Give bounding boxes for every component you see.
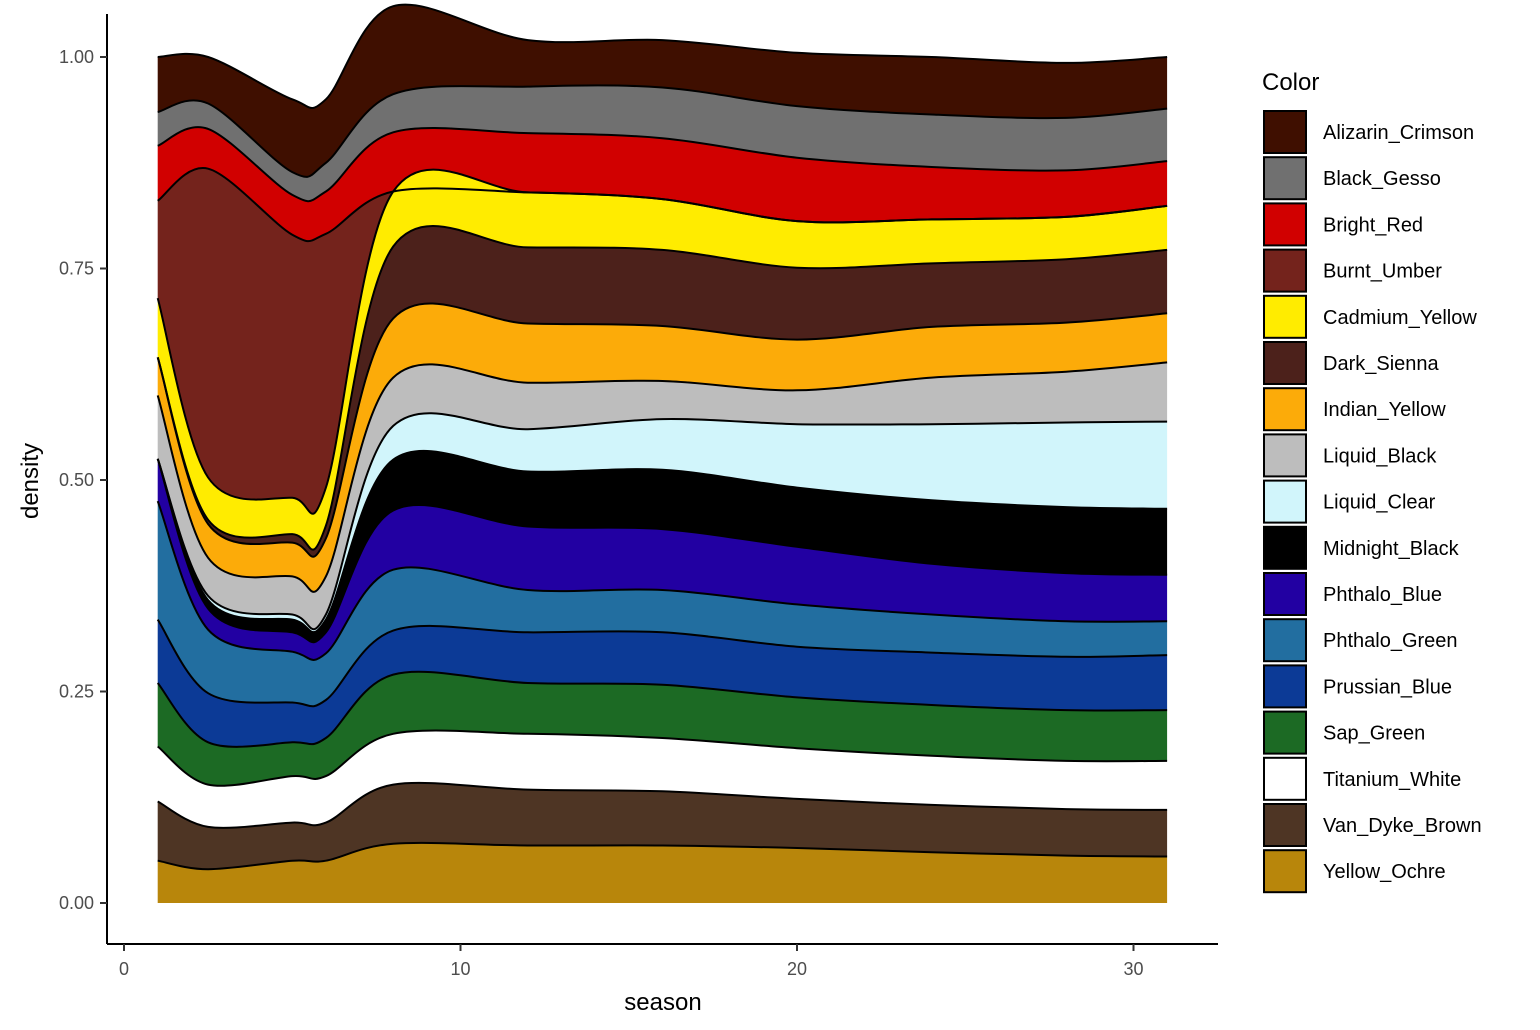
legend-swatch: [1263, 710, 1307, 755]
x-tick-label: 0: [119, 959, 129, 979]
y-axis-ticks: 0.00 0.25 0.50 0.75 1.00: [59, 47, 107, 913]
boundary-titanium-white: [157, 729, 1168, 787]
legend-title: Color: [1262, 69, 1319, 96]
y-tick-label: 0.00: [59, 893, 94, 913]
legend-label: Bright_Red: [1323, 214, 1423, 236]
legend-label: Cadmium_Yellow: [1323, 307, 1477, 329]
legend-swatch: [1263, 248, 1307, 293]
legend-label: Sap_Green: [1323, 723, 1425, 745]
y-tick-label: 0.25: [59, 682, 94, 702]
legend-swatch: [1263, 849, 1307, 894]
legend-label: Black_Gesso: [1323, 168, 1441, 190]
legend-label: Liquid_Clear: [1323, 492, 1436, 514]
legend-label: Burnt_Umber: [1323, 261, 1442, 283]
legend-items: Alizarin_Crimson Black_Gesso Bright_Red Bur…: [1263, 110, 1482, 894]
legend-label: Liquid_Black: [1323, 445, 1437, 467]
legend-label: Yellow_Ochre: [1323, 861, 1446, 883]
boundary-liquid-clear: [156, 412, 1168, 631]
legend-label: Prussian_Blue: [1323, 676, 1452, 698]
boundary-burnt-umber: [157, 167, 1168, 243]
legend-swatch: [1263, 341, 1307, 385]
area-phthalo-green: [157, 501, 1168, 707]
y-tick-label: 1.00: [59, 47, 94, 67]
y-tick-label: 0.75: [59, 259, 94, 279]
area-sap-green: [157, 671, 1168, 786]
boundary-alizarin-crimson: [157, 3, 1168, 109]
boundary-midnight-black: [156, 449, 1168, 634]
area-bright-red: [157, 127, 1168, 242]
boundary-yellow-ochre: [157, 841, 1168, 871]
legend-swatch: [1263, 156, 1307, 201]
legend-label: Titanium_White: [1323, 769, 1461, 791]
x-axis-ticks: 0 10 20 30: [119, 944, 1144, 979]
legend-swatch: [1263, 803, 1307, 847]
legend-label: Phthalo_Blue: [1323, 584, 1442, 606]
x-tick-label: 20: [787, 959, 807, 979]
legend-label: Phthalo_Green: [1323, 630, 1458, 652]
boundary-indian-yellow: [156, 302, 1168, 558]
legend-swatch: [1263, 572, 1307, 616]
legend-swatch: [1263, 756, 1307, 801]
legend-swatch: [1263, 433, 1307, 478]
y-axis-title: density: [17, 443, 44, 519]
legend-swatch: [1263, 525, 1307, 570]
boundary-prussian-blue: [156, 619, 1168, 708]
area-indian-yellow: [157, 303, 1168, 592]
legend-label: Midnight_Black: [1323, 538, 1460, 560]
x-tick-label: 10: [450, 959, 470, 979]
area-yellow-ochre: [157, 842, 1168, 903]
y-axis: 0.00 0.25 0.50 0.75 1.00: [59, 14, 108, 944]
boundary-phthalo-green: [156, 500, 1168, 661]
legend-swatch: [1263, 664, 1307, 709]
x-axis-title: season: [624, 989, 701, 1016]
legend-swatch: [1263, 387, 1307, 432]
legend-swatch: [1263, 618, 1307, 663]
legend-swatch: [1263, 479, 1307, 524]
legend-swatch: [1263, 202, 1307, 247]
legend-label: Indian_Yellow: [1323, 399, 1446, 421]
x-tick-label: 30: [1123, 959, 1143, 979]
legend-swatch: [1263, 110, 1307, 154]
legend-label: Alizarin_Crimson: [1323, 122, 1474, 144]
y-tick-label: 0.50: [59, 470, 94, 490]
boundary-liquid-black: [156, 361, 1168, 593]
boundary-van-dyke-brown: [157, 781, 1168, 829]
x-axis: 0 10 20 30: [107, 943, 1218, 979]
boundary-phthalo-blue: [156, 458, 1168, 644]
area-liquid-clear: [157, 413, 1168, 633]
boundary-black-gesso: [157, 84, 1168, 178]
legend-swatch: [1263, 294, 1307, 339]
boundary-bright-red: [157, 126, 1168, 203]
area-dark-sienna: [157, 225, 1168, 557]
boundary-sap-green: [156, 670, 1168, 748]
legend-label: Van_Dyke_Brown: [1323, 815, 1482, 837]
legend-label: Dark_Sienna: [1323, 353, 1440, 375]
area-midnight-black: [157, 450, 1168, 643]
area-cadmium-yellow: [157, 169, 1168, 550]
legend: Color Alizarin_Crimson Black_Gesso Bright_…: [1262, 69, 1482, 894]
area-prussian-blue: [157, 619, 1168, 747]
plot-area: [156, 3, 1168, 903]
area-burnt-umber: [157, 168, 1168, 514]
area-phthalo-blue: [157, 458, 1168, 660]
boundary-dark-sienna: [156, 225, 1168, 551]
area-alizarin-crimson: [157, 4, 1168, 177]
